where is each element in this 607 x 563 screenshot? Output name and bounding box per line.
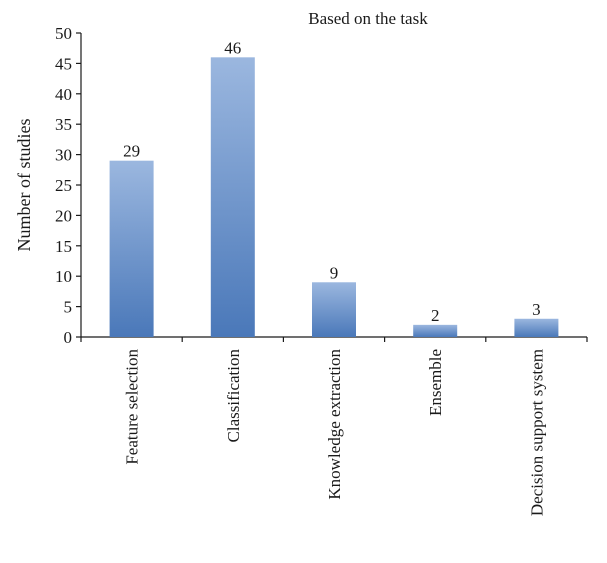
y-tick-label: 30 [55,146,72,165]
x-category-label: Knowledge extraction [325,349,344,500]
y-tick-label: 50 [55,24,72,43]
data-label: 3 [532,300,541,319]
bar [109,160,154,337]
y-tick-label: 35 [55,115,72,134]
y-tick-label: 5 [64,298,73,317]
y-tick-label: 15 [55,237,72,256]
y-tick-label: 10 [55,267,72,286]
bar [514,318,559,337]
data-label: 2 [431,306,440,325]
y-tick-label: 25 [55,176,72,195]
x-category-label: Ensemble [426,349,445,416]
x-category-label: Classification [224,349,243,443]
y-tick-label: 45 [55,54,72,73]
y-axis-label: Number of studies [14,119,34,252]
x-category-label: Decision support system [527,349,546,516]
data-label: 46 [224,38,241,57]
y-tick-label: 20 [55,206,72,225]
y-tick-label: 0 [64,328,73,347]
y-tick-label: 40 [55,85,72,104]
bar [210,57,255,337]
data-label: 29 [123,142,140,161]
chart-title: Based on the task [308,9,428,28]
bar [413,324,458,337]
x-category-label: Feature selection [123,349,142,465]
data-label: 9 [330,263,339,282]
bar [312,282,356,337]
